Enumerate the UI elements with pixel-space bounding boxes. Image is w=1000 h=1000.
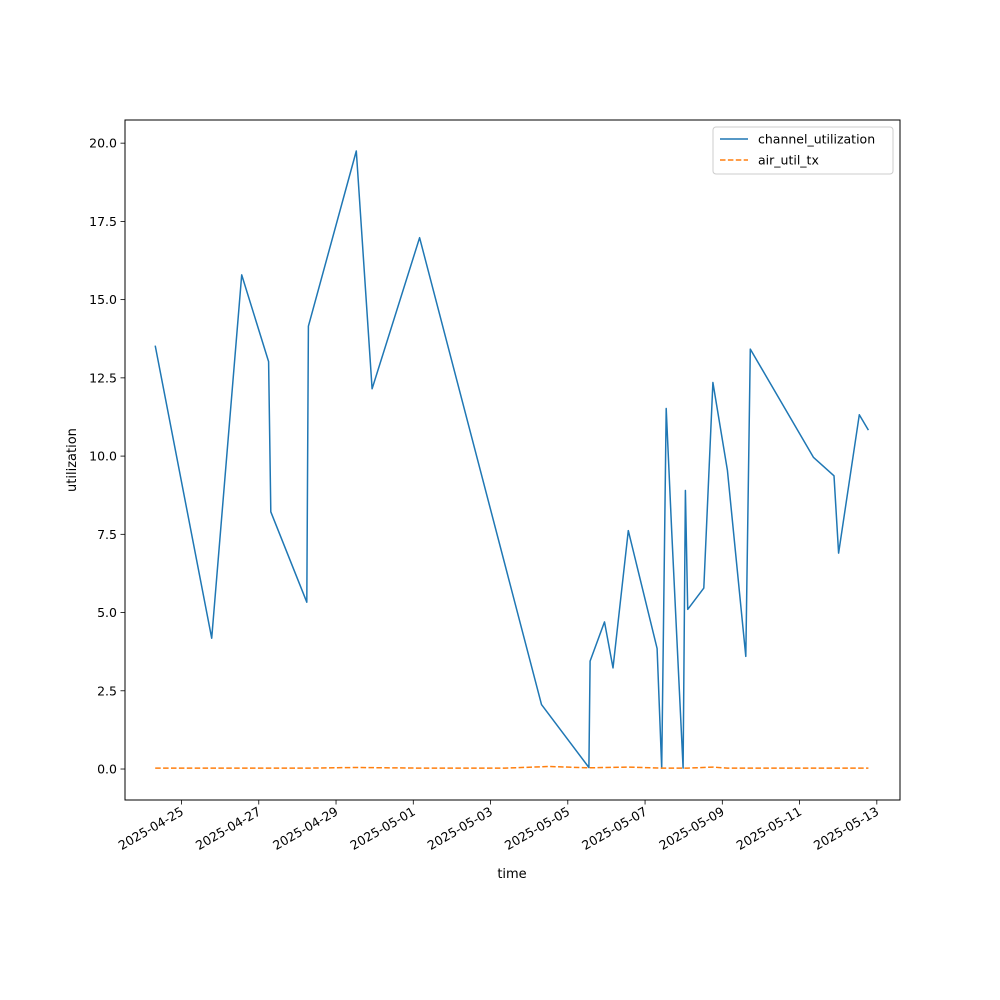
y-tick-label: 15.0	[89, 292, 117, 307]
series-line-channel-utilization	[154, 150, 870, 769]
y-tick-label: 20.0	[89, 136, 117, 151]
y-axis-label: utilization	[65, 428, 80, 492]
legend: channel_utilization air_util_tx	[712, 126, 894, 175]
x-axis-label: time	[497, 867, 526, 882]
series-layer	[154, 150, 870, 769]
legend-box	[712, 126, 894, 175]
legend-label: air_util_tx	[758, 153, 819, 168]
y-tick-label: 7.5	[97, 527, 117, 542]
legend-label: channel_utilization	[758, 132, 875, 147]
plot-frame	[124, 119, 901, 801]
y-tick-label: 12.5	[89, 370, 117, 385]
y-tick-label: 5.0	[97, 605, 117, 620]
y-tick-label: 0.0	[97, 762, 117, 777]
y-tick-label: 10.0	[89, 449, 117, 464]
y-tick-label: 2.5	[97, 683, 117, 698]
y-tick-label: 17.5	[89, 214, 117, 229]
y-axis: 0.0 2.5 5.0 7.5 10.0 12.5 15.0 17.5 20.0	[89, 136, 125, 777]
series-line-air-util-tx	[155, 765, 869, 769]
